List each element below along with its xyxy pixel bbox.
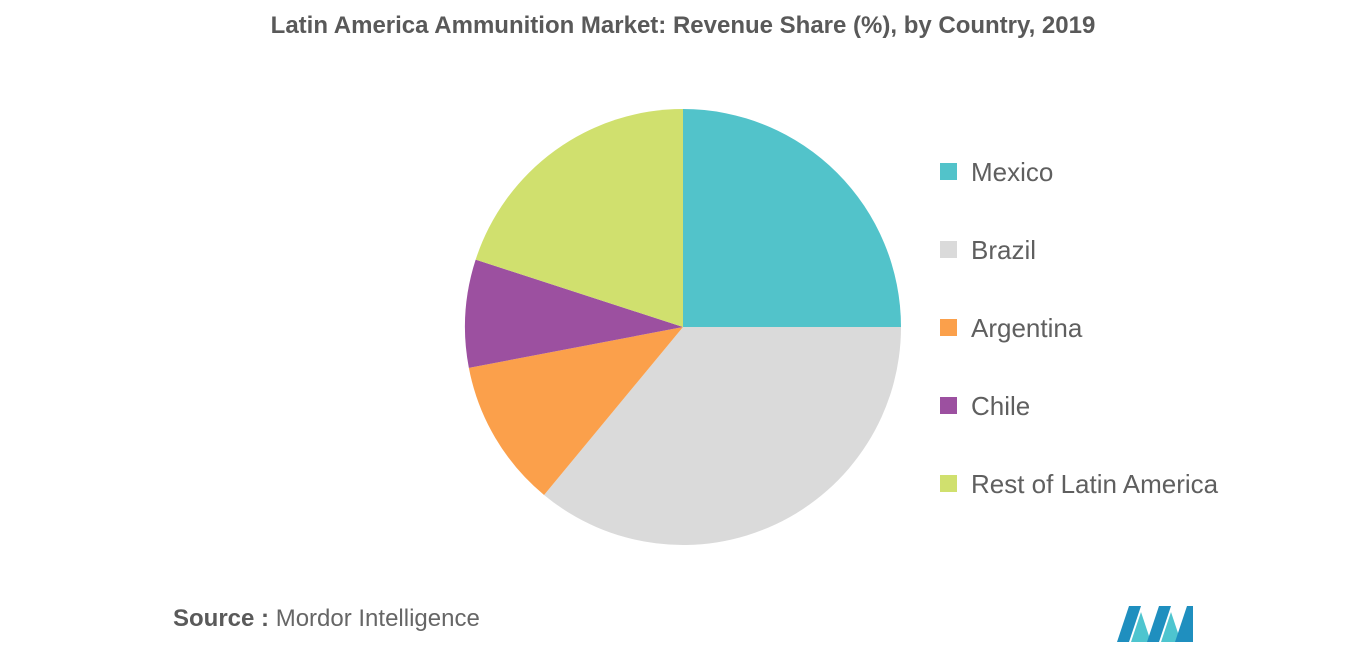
legend-swatch-argentina (940, 319, 957, 336)
source-note: Source : Mordor Intelligence (173, 605, 480, 633)
legend-item-mexico: Mexico (940, 152, 1218, 230)
pie-slice-chile (464, 259, 683, 368)
pie-slice-mexico (683, 109, 901, 327)
legend-item-argentina: Argentina (940, 308, 1218, 386)
legend-label-rest-of-latin-america: Rest of Latin America (971, 469, 1219, 499)
legend-item-brazil: Brazil (940, 230, 1218, 308)
legend-label-brazil: Brazil (971, 235, 1037, 265)
pie-slice-brazil (544, 327, 901, 545)
legend-swatch-rest-of-latin-america (940, 475, 957, 492)
pie-slice-argentina (468, 327, 683, 495)
source-text: Mordor Intelligence (275, 605, 480, 632)
legend-swatch-brazil (940, 241, 957, 258)
legend-swatch-mexico (940, 163, 957, 180)
legend-label-argentina: Argentina (971, 313, 1083, 343)
legend-label-chile: Chile (971, 391, 1031, 421)
legend-item-rest-of-latin-america: Rest of Latin America (940, 464, 1218, 542)
legend-item-chile: Chile (940, 386, 1218, 464)
legend-swatch-chile (940, 397, 957, 414)
source-label: Source : (173, 605, 270, 632)
chart-title: Latin America Ammunition Market: Revenue… (270, 12, 1096, 39)
pie-slice-rest-of-latin-america (475, 109, 683, 327)
legend-label-mexico: Mexico (971, 157, 1054, 187)
chart-legend: Mexico Brazil Argentina Chile Rest of Latin … (940, 152, 1218, 542)
mordor-intelligence-logo-icon (1117, 606, 1193, 642)
